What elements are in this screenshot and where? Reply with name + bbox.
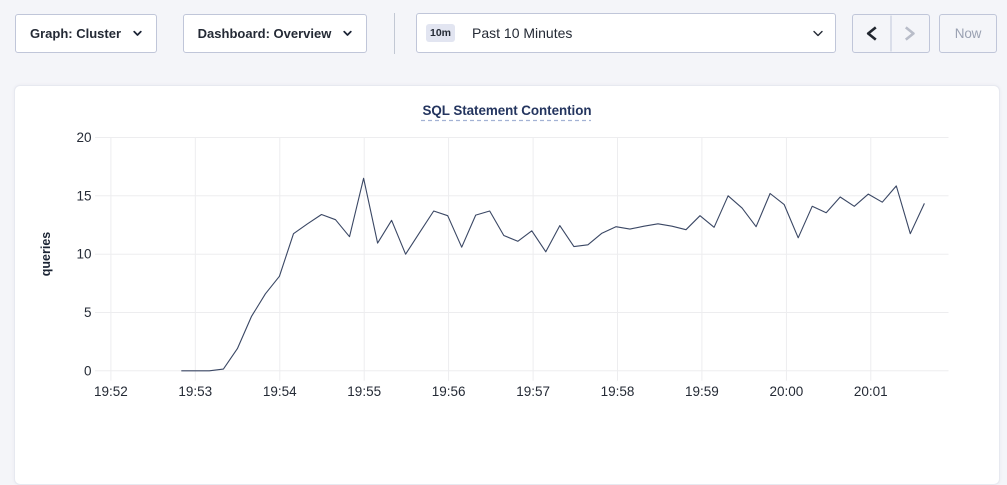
- svg-text:0: 0: [84, 363, 92, 378]
- svg-text:19:54: 19:54: [263, 384, 297, 399]
- svg-text:19:58: 19:58: [601, 384, 635, 399]
- svg-text:20:00: 20:00: [770, 384, 804, 399]
- svg-text:19:52: 19:52: [94, 384, 128, 399]
- svg-text:19:53: 19:53: [178, 384, 212, 399]
- svg-text:20:01: 20:01: [854, 384, 888, 399]
- svg-text:10: 10: [76, 247, 91, 262]
- svg-text:19:57: 19:57: [516, 384, 550, 399]
- svg-text:19:55: 19:55: [347, 384, 381, 399]
- svg-text:15: 15: [76, 188, 91, 203]
- svg-text:19:56: 19:56: [432, 384, 466, 399]
- svg-text:20: 20: [76, 130, 91, 145]
- svg-text:5: 5: [84, 305, 92, 320]
- svg-text:queries: queries: [39, 232, 53, 277]
- svg-text:19:59: 19:59: [685, 384, 719, 399]
